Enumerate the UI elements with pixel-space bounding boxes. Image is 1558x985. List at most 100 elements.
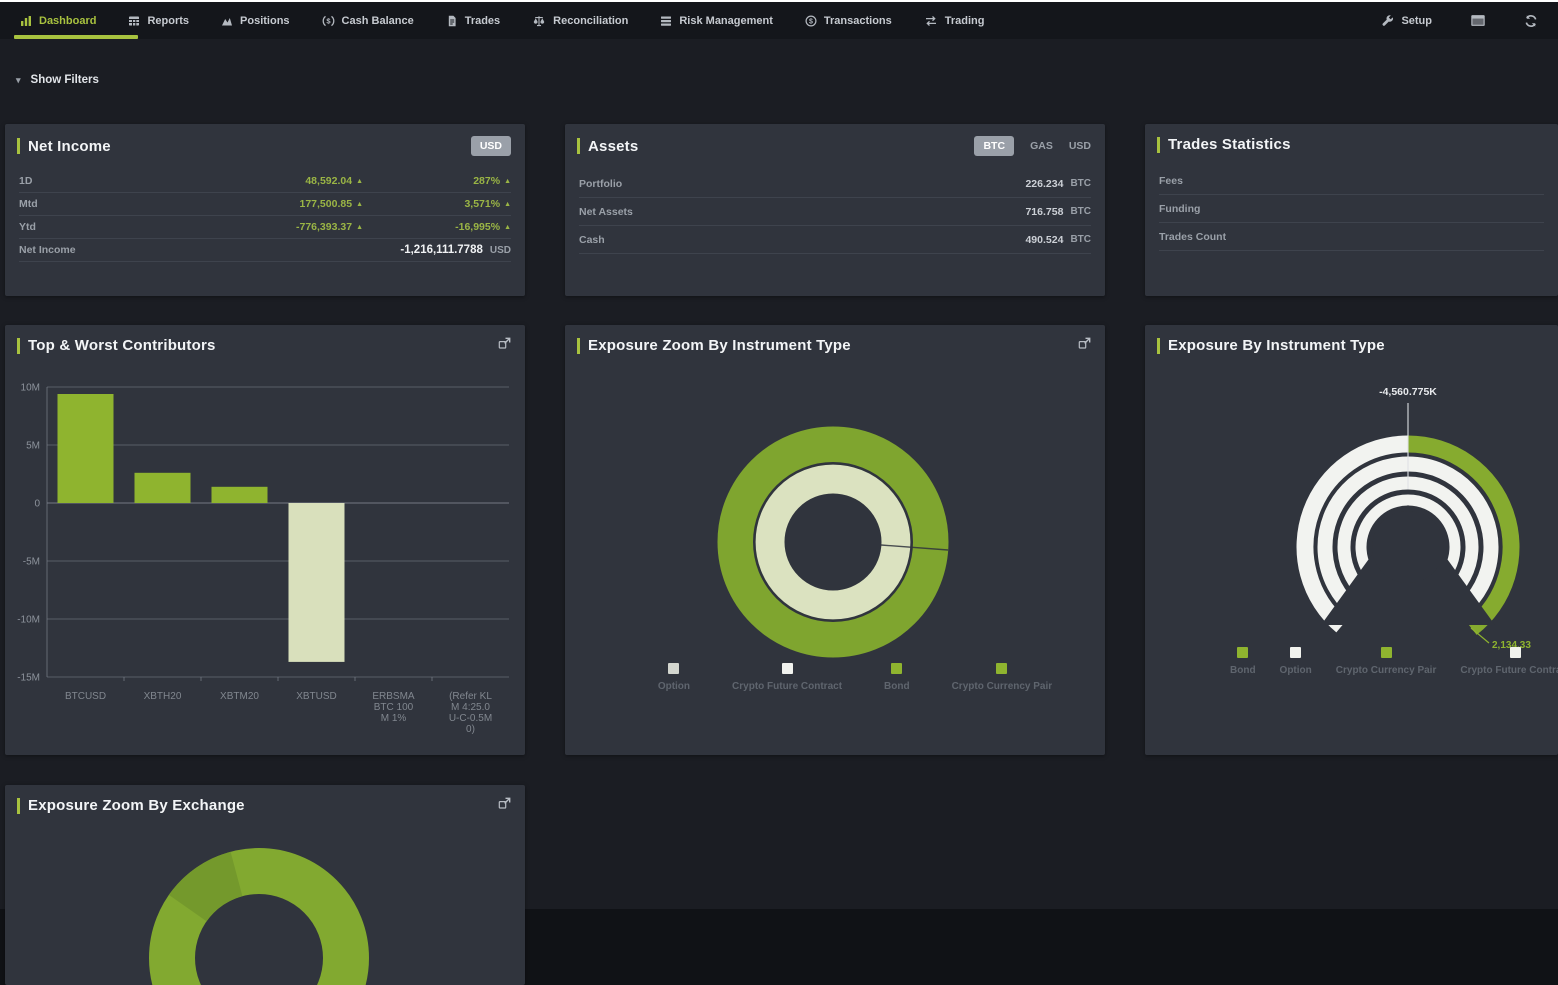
- row-unit: BTC: [1070, 234, 1091, 245]
- legend-swatch: [1237, 647, 1248, 658]
- nav-tab-label: Reconciliation: [553, 15, 628, 27]
- nav-tab-trading[interactable]: Trading: [924, 15, 985, 27]
- bar: [135, 473, 191, 503]
- legend-label: Option: [1280, 665, 1312, 676]
- nav-tab-positions[interactable]: Positions: [221, 15, 290, 27]
- chart-legend: Option Crypto Future Contract Bond Crypto C…: [565, 663, 1105, 692]
- trend-up-icon: ▲: [356, 224, 363, 231]
- svg-text:$: $: [326, 16, 331, 25]
- setup-label: Setup: [1401, 15, 1432, 27]
- total-unit: USD: [490, 245, 511, 256]
- trend-up-icon: ▲: [504, 201, 511, 208]
- legend-item[interactable]: Crypto Currency Pair: [1336, 647, 1437, 676]
- y-tick-label: -5M: [23, 557, 40, 568]
- nav-tab-label: Positions: [240, 15, 290, 27]
- legend-label: Crypto Currency Pair: [1336, 665, 1437, 676]
- top-navigation: Dashboard Reports Positions $Cash Balance Tr…: [0, 2, 1558, 39]
- expand-icon[interactable]: [498, 337, 511, 350]
- row-percent: -16,995%▲: [363, 221, 511, 233]
- exposure-zoom-instrument-title: Exposure Zoom By Instrument Type: [577, 337, 851, 354]
- legend-item[interactable]: Bond: [1230, 647, 1256, 676]
- setup-button[interactable]: Setup: [1381, 14, 1432, 27]
- row-unit: BTC: [1070, 178, 1091, 189]
- donut-inner-ring: [770, 479, 897, 606]
- row-unit: BTC: [1070, 206, 1091, 217]
- y-tick-label: -15M: [17, 673, 40, 684]
- wrench-icon: [1381, 14, 1394, 27]
- x-tick-label: XBTUSD: [296, 691, 337, 702]
- assets-toggle-btc[interactable]: BTC: [974, 136, 1014, 156]
- center-hole: [1372, 511, 1444, 583]
- app-root: Dashboard Reports Positions $Cash Balance Tr…: [0, 0, 1558, 909]
- row-label: Portfolio: [579, 178, 1025, 190]
- trend-up-icon: ▲: [504, 178, 511, 185]
- row-percent: 287%▲: [363, 175, 511, 187]
- legend-label: Bond: [884, 681, 910, 692]
- legend-label: Option: [658, 681, 690, 692]
- exposure-zoom-exchange-donut-chart: [7, 829, 523, 985]
- cash-balance-icon: $: [322, 15, 335, 27]
- dashboard-icon: [20, 15, 32, 27]
- nav-tab-label: Risk Management: [679, 15, 773, 27]
- nav-tab-trades[interactable]: Trades: [446, 15, 500, 27]
- assets-toggle-usd[interactable]: USD: [1069, 140, 1091, 152]
- assets-toggle-gas[interactable]: GAS: [1030, 140, 1053, 152]
- nav-tab-label: Transactions: [824, 15, 892, 27]
- y-tick-label: 5M: [26, 441, 40, 452]
- contributors-title: Top & Worst Contributors: [17, 337, 216, 354]
- expand-icon[interactable]: [498, 797, 511, 810]
- currency-button-usd[interactable]: USD: [471, 136, 511, 156]
- nav-tab-transactions[interactable]: $Transactions: [805, 15, 892, 27]
- x-tick-label: XBTH20: [144, 691, 182, 702]
- trades-statistics-row: Funding: [1159, 195, 1544, 223]
- x-tick-label: BTCUSD: [65, 691, 106, 702]
- show-filters-toggle[interactable]: ▾ Show Filters: [16, 74, 99, 86]
- nav-tab-cash-balance[interactable]: $Cash Balance: [322, 15, 414, 27]
- row-label: Net Assets: [579, 206, 1025, 218]
- expand-icon[interactable]: [1078, 337, 1091, 350]
- legend-label: Crypto Future Contract: [732, 681, 842, 692]
- legend-item[interactable]: Crypto Currency Pair: [952, 663, 1053, 692]
- window-icon[interactable]: [1470, 14, 1486, 27]
- net-income-title: Net Income: [17, 138, 111, 155]
- row-label: Cash: [579, 234, 1025, 246]
- reports-icon: [128, 15, 140, 27]
- assets-currency-toggles: BTC GAS USD: [974, 136, 1091, 156]
- exposure-zoom-instrument-donut-chart: [567, 377, 1103, 695]
- nav-tab-reports[interactable]: Reports: [128, 15, 189, 27]
- nav-tab-risk-management[interactable]: Risk Management: [660, 15, 773, 27]
- nav-tab-dashboard[interactable]: Dashboard: [20, 15, 96, 27]
- refresh-icon[interactable]: [1524, 14, 1538, 28]
- row-label: Ytd: [19, 221, 173, 233]
- net-income-row: Ytd-776,393.37▲-16,995%▲: [19, 216, 511, 239]
- nav-tab-label: Reports: [147, 15, 189, 27]
- legend-item[interactable]: Option: [1280, 647, 1312, 676]
- exposure-zoom-instrument-card: Exposure Zoom By Instrument Type Option C…: [565, 325, 1105, 755]
- nav-tab-label: Trading: [945, 15, 985, 27]
- legend-item[interactable]: Crypto Future Contract: [732, 663, 842, 692]
- legend-swatch: [1510, 647, 1521, 658]
- total-label: Net Income: [19, 244, 400, 256]
- legend-item[interactable]: Crypto Future Contract: [1460, 647, 1558, 676]
- legend-item[interactable]: Option: [658, 663, 690, 692]
- legend-swatch: [891, 663, 902, 674]
- nav-tab-reconciliation[interactable]: Reconciliation: [532, 15, 628, 27]
- topbar-actions: Setup: [1381, 14, 1538, 28]
- assets-title: Assets: [577, 138, 638, 155]
- bar: [289, 503, 345, 662]
- total-value: -1,216,111.7788: [400, 244, 483, 256]
- legend-item[interactable]: Bond: [884, 663, 910, 692]
- row-percent: 3,571%▲: [363, 198, 511, 210]
- row-value: 177,500.85▲: [173, 198, 363, 210]
- y-tick-label: -10M: [17, 615, 40, 626]
